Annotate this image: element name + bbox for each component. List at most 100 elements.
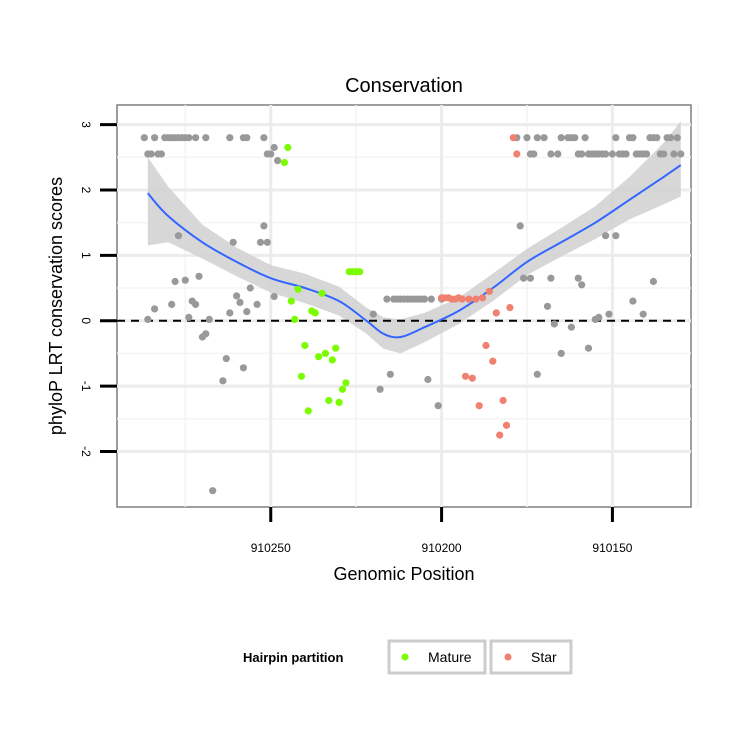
point-star: [482, 341, 490, 350]
point-star: [472, 295, 480, 303]
point-other: [185, 134, 193, 142]
point-mature: [291, 315, 299, 323]
point-other: [424, 375, 432, 384]
point-star: [489, 357, 497, 365]
legend-title: Hairpin partition: [243, 650, 343, 665]
point-other: [185, 313, 193, 321]
point-other: [629, 297, 637, 305]
point-star: [492, 309, 500, 317]
point-other: [666, 134, 675, 142]
x-tick-label: 910200: [422, 541, 462, 555]
point-other: [226, 134, 234, 142]
point-other: [427, 295, 435, 303]
point-other: [520, 274, 528, 282]
point-other: [673, 134, 681, 142]
point-mature: [311, 309, 319, 317]
point-other: [195, 272, 203, 280]
point-other: [653, 134, 661, 142]
point-other: [670, 150, 678, 158]
point-other: [557, 349, 565, 357]
point-star: [479, 294, 487, 302]
y-tick-label: 1: [79, 252, 93, 259]
point-star: [485, 287, 493, 295]
point-other: [602, 150, 610, 158]
point-other: [581, 134, 589, 142]
point-other: [660, 150, 668, 158]
point-other: [602, 232, 610, 240]
point-other: [151, 305, 159, 313]
point-other: [554, 150, 562, 158]
point-mature: [301, 341, 309, 350]
point-other: [584, 344, 593, 352]
x-tick-label: 910250: [251, 541, 291, 555]
point-other: [526, 274, 535, 282]
point-other: [523, 134, 531, 142]
point-other: [222, 355, 230, 363]
point-other: [243, 134, 251, 142]
point-other: [270, 292, 278, 301]
point-star: [513, 150, 521, 158]
point-other: [274, 157, 282, 165]
point-other: [434, 402, 442, 410]
point-other: [629, 134, 637, 142]
point-other: [386, 370, 394, 378]
y-axis: -2 -1 0 1 2 3: [79, 121, 117, 457]
point-other: [239, 364, 247, 372]
point-other: [578, 281, 586, 289]
point-mature: [325, 396, 333, 405]
point-other: [253, 300, 261, 308]
point-other: [639, 310, 647, 318]
y-axis-label: phyloP LRT conservation scores: [46, 177, 66, 435]
point-other: [420, 295, 429, 303]
point-other: [622, 150, 630, 158]
point-star: [458, 295, 466, 303]
point-other: [209, 487, 217, 495]
point-other: [192, 134, 200, 142]
point-mature: [284, 143, 292, 152]
point-mature: [328, 356, 336, 364]
point-mature: [342, 379, 350, 387]
point-mature: [304, 407, 312, 415]
point-other: [157, 150, 165, 158]
point-other: [612, 134, 620, 142]
point-star: [502, 421, 511, 429]
point-other: [574, 274, 582, 282]
legend-label-star: Star: [531, 649, 557, 665]
legend: Hairpin partition Mature Star: [243, 639, 573, 675]
point-other: [543, 302, 552, 310]
x-axis-label: Genomic Position: [333, 564, 474, 584]
point-other: [540, 134, 548, 142]
point-other: [147, 150, 155, 158]
point-mature: [338, 385, 347, 393]
point-star: [499, 396, 507, 405]
point-other: [205, 315, 213, 323]
point-star: [461, 372, 470, 380]
x-tick-label: 910150: [592, 541, 632, 555]
point-other: [530, 150, 538, 158]
smooth-trend-line: [147, 164, 682, 339]
point-other: [605, 310, 613, 318]
point-other: [595, 313, 603, 321]
point-other: [174, 232, 183, 240]
point-other: [243, 308, 251, 316]
point-other: [376, 385, 384, 393]
point-other: [612, 232, 620, 240]
point-other: [229, 238, 237, 246]
legend-label-mature: Mature: [428, 649, 472, 665]
point-other: [171, 277, 179, 286]
point-mature: [287, 297, 295, 305]
point-mature: [280, 158, 288, 167]
point-other: [219, 377, 227, 385]
point-other: [550, 320, 558, 328]
point-other: [608, 150, 617, 158]
point-other: [202, 330, 210, 338]
point-star: [465, 295, 473, 303]
point-other: [260, 134, 268, 142]
plot-area: [116, 104, 692, 508]
point-other: [369, 310, 377, 318]
point-other: [649, 277, 658, 286]
data-points: [140, 134, 685, 495]
point-other: [571, 134, 579, 142]
point-other: [140, 134, 148, 142]
